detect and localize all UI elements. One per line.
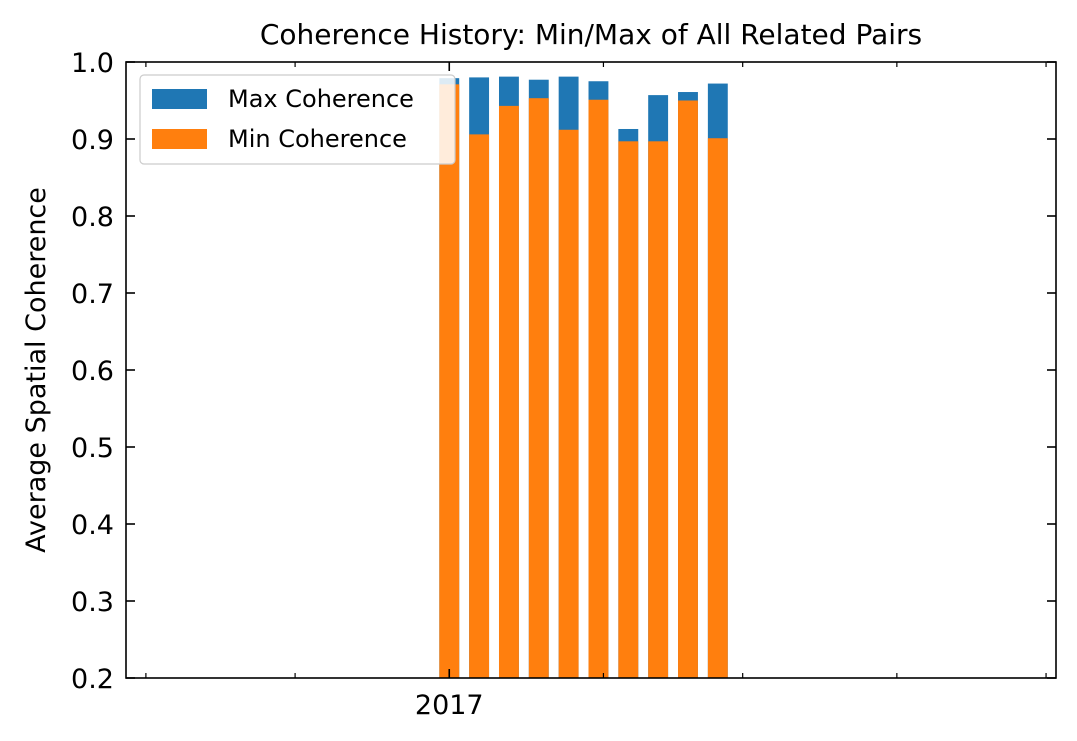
y-ticks-group: 0.2 0.3 0.4 0.5 0.6 0.7 0.8 0.9 1.0 [71,48,1056,695]
bars-group [439,76,728,679]
legend-box [139,74,456,165]
min-coherence-bar [588,99,609,679]
min-coherence-bar [558,129,579,678]
y-tick-label: 0.7 [71,279,114,310]
y-tick-label: 0.8 [71,202,114,233]
y-tick-label: 0.3 [71,587,114,618]
x-tick-label: 2017 [415,690,484,721]
plot-frame [125,61,1057,679]
min-coherence-bar [707,138,728,679]
legend-swatch-max [152,89,207,109]
y-tick-label: 1.0 [71,48,114,79]
y-tick-label: 0.9 [71,125,114,156]
legend: Max Coherence Min Coherence [139,74,456,165]
min-coherence-bar [678,100,698,678]
y-tick-label: 0.4 [71,510,114,541]
y-tick-label: 0.5 [71,433,114,464]
legend-swatch-min [152,129,207,149]
legend-label-min: Min Coherence [228,125,407,153]
y-tick-label: 0.6 [71,356,114,387]
min-coherence-bar [528,98,549,678]
min-coherence-bar [498,105,519,678]
y-tick-label: 0.2 [71,664,114,695]
x-ticks-group: 2017 [145,62,1047,721]
y-axis-label: Average Spatial Coherence [21,187,52,553]
min-coherence-bar [469,134,490,678]
legend-label-max: Max Coherence [228,85,414,113]
min-coherence-bar [618,141,639,678]
min-coherence-bar [439,84,460,678]
min-coherence-bar [648,141,669,678]
chart-title: Coherence History: Min/Max of All Relate… [260,18,922,51]
